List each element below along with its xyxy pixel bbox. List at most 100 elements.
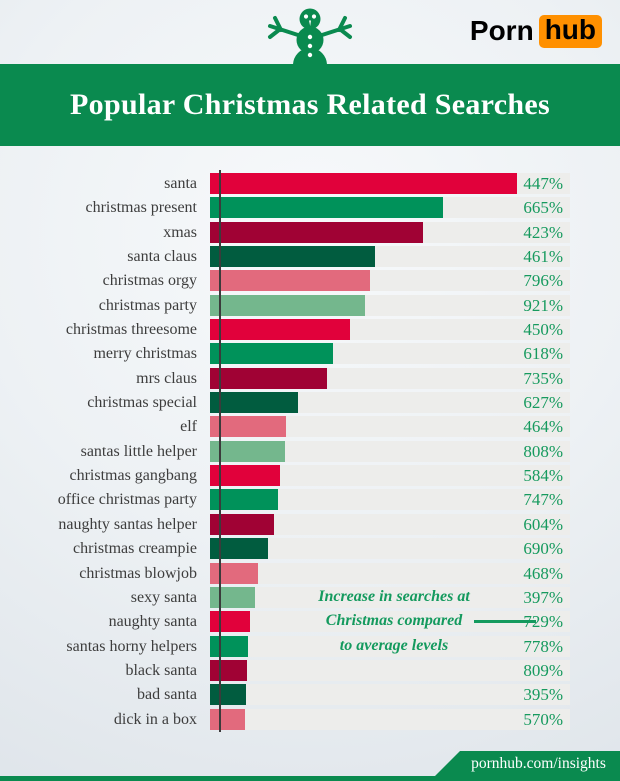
- bar-track: 747%: [210, 489, 570, 511]
- chart-row: santa claus 461%: [0, 246, 620, 268]
- chart-row: santas little helper 808%: [0, 440, 620, 462]
- bar-track: 809%: [210, 659, 570, 681]
- bar-track: 808%: [210, 440, 570, 462]
- chart-row: christmas present 665%: [0, 197, 620, 219]
- search-term-label: naughty santa: [108, 613, 197, 631]
- search-term-label: santa: [164, 175, 197, 192]
- percent-value: 778%: [523, 636, 563, 656]
- bar: [210, 489, 278, 511]
- search-term-label: santas horny helpers: [66, 637, 197, 655]
- search-term-label: santa claus: [127, 248, 197, 266]
- bar-track: 395%: [210, 684, 570, 706]
- bar-track: 584%: [210, 465, 570, 487]
- bar: [210, 392, 298, 414]
- title-banner: Popular Christmas Related Searches: [0, 64, 620, 146]
- bar-track: 468%: [210, 562, 570, 584]
- chart-row: naughty santa 729%: [0, 611, 620, 633]
- bar: [210, 440, 285, 462]
- search-term-label: black santa: [125, 661, 197, 679]
- search-term-label: sexy santa: [130, 588, 197, 606]
- percent-value: 665%: [523, 198, 563, 218]
- bar-track: 447%: [210, 173, 570, 194]
- bar-track: 778%: [210, 635, 570, 657]
- percent-value: 735%: [523, 368, 563, 388]
- percent-value: 618%: [523, 344, 563, 364]
- search-term-label: christmas party: [98, 296, 197, 314]
- search-term-label: office christmas party: [57, 491, 197, 509]
- search-term-label: mrs claus: [136, 369, 197, 387]
- chart-row: merry christmas 618%: [0, 343, 620, 365]
- annotation-line-2: Christmas compared: [325, 612, 463, 630]
- annotation-pointer-line: [474, 620, 536, 623]
- search-term-label: dick in a box: [113, 710, 197, 728]
- bar: [210, 173, 517, 194]
- search-term-label: christmas creampie: [73, 540, 197, 558]
- search-term-label: bad santa: [137, 686, 197, 704]
- bar-chart: santa 447% christmas present 665% xmas 4…: [0, 170, 620, 733]
- chart-row: mrs claus 735%: [0, 367, 620, 389]
- bar-track: 921%: [210, 294, 570, 316]
- chart-row: christmas orgy 796%: [0, 270, 620, 292]
- bar: [210, 367, 327, 389]
- bar-track: 570%: [210, 708, 570, 730]
- chart-row: christmas creampie 690%: [0, 538, 620, 560]
- bar-track: 450%: [210, 319, 570, 341]
- percent-value: 604%: [523, 514, 563, 534]
- footer-url: pornhub.com/insights: [471, 754, 606, 772]
- snowman-icon: [262, 3, 358, 64]
- annotation-line-3: to average levels: [339, 636, 449, 654]
- bar-track: 627%: [210, 392, 570, 414]
- percent-value: 809%: [523, 660, 563, 680]
- search-term-label: naughty santas helper: [58, 515, 197, 533]
- chart-row: christmas threesome 450%: [0, 319, 620, 341]
- search-term-label: santas little helper: [80, 442, 197, 460]
- percent-value: 447%: [523, 174, 563, 193]
- chart-rows: santa 447% christmas present 665% xmas 4…: [0, 173, 620, 730]
- bar-track: 690%: [210, 538, 570, 560]
- logo-hub-badge: hub: [538, 14, 602, 48]
- percent-value: 397%: [523, 587, 563, 607]
- bar: [210, 246, 375, 268]
- search-term-label: merry christmas: [93, 345, 197, 363]
- chart-row: dick in a box 570%: [0, 708, 620, 730]
- chart-row: black santa 809%: [0, 659, 620, 681]
- bar: [210, 270, 370, 292]
- bar: [210, 586, 255, 608]
- bar: [210, 221, 423, 243]
- bar: [210, 465, 280, 487]
- pornhub-logo: Porn hub: [470, 14, 602, 48]
- chart-row: christmas party 921%: [0, 294, 620, 316]
- bar-track: 604%: [210, 513, 570, 535]
- bar: [210, 319, 350, 341]
- chart-row: xmas 423%: [0, 221, 620, 243]
- percent-value: 468%: [523, 563, 563, 583]
- bar-track: 397%: [210, 586, 570, 608]
- percent-value: 464%: [523, 417, 563, 437]
- chart-row: elf 464%: [0, 416, 620, 438]
- bar: [210, 343, 333, 365]
- bar-track: 464%: [210, 416, 570, 438]
- percent-value: 450%: [523, 320, 563, 340]
- bar: [210, 294, 365, 316]
- search-term-label: elf: [180, 418, 197, 436]
- footer-tab: pornhub.com/insights: [435, 751, 620, 776]
- chart-row: christmas gangbang 584%: [0, 465, 620, 487]
- chart-row: santa 447%: [0, 173, 620, 194]
- percent-value: 747%: [523, 490, 563, 510]
- search-term-label: xmas: [163, 223, 197, 241]
- bar: [210, 611, 250, 633]
- percent-value: 461%: [523, 247, 563, 267]
- bar: [210, 562, 258, 584]
- percent-value: 796%: [523, 271, 563, 291]
- bar-track: 461%: [210, 246, 570, 268]
- chart-row: naughty santas helper 604%: [0, 513, 620, 535]
- chart-row: christmas blowjob 468%: [0, 562, 620, 584]
- percent-value: 808%: [523, 441, 563, 461]
- search-term-label: christmas orgy: [102, 272, 197, 290]
- chart-row: bad santa 395%: [0, 684, 620, 706]
- bar: [210, 538, 268, 560]
- percent-value: 729%: [523, 612, 563, 632]
- search-term-label: christmas present: [85, 199, 197, 217]
- page-title: Popular Christmas Related Searches: [70, 88, 550, 121]
- percent-value: 690%: [523, 539, 563, 559]
